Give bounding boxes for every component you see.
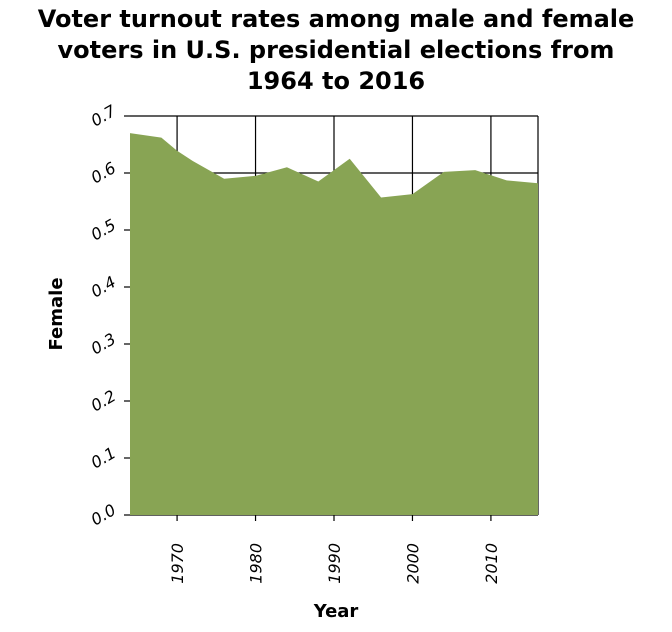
y-axis-title: Female <box>46 277 67 350</box>
x-tick-label: 1990 <box>325 543 344 584</box>
area-series-female <box>130 133 538 515</box>
chart-title-line-1: Voter turnout rates among male and femal… <box>37 5 635 33</box>
x-tick-label: 1970 <box>168 543 187 584</box>
chart-title-line-3: 1964 to 2016 <box>246 67 426 95</box>
y-tick-label: 0.6 <box>88 158 120 187</box>
y-tick-label: 0.2 <box>88 386 120 415</box>
chart-title-line-2: voters in U.S. presidential elections fr… <box>57 36 615 64</box>
x-tick-label: 2000 <box>403 543 422 584</box>
area-layer <box>130 133 538 515</box>
y-tick-label: 0.5 <box>88 215 120 244</box>
x-tick-label: 2010 <box>482 543 501 584</box>
x-tick-label: 1980 <box>247 543 266 584</box>
y-tick-label: 0.7 <box>88 101 120 131</box>
y-tick-label: 0.3 <box>88 329 120 358</box>
chart-title: Voter turnout rates among male and femal… <box>0 4 672 97</box>
y-tick-label: 0.4 <box>88 272 120 301</box>
y-tick-label: 0.0 <box>88 500 120 529</box>
y-tick-label: 0.1 <box>88 443 120 472</box>
x-axis-title: Year <box>313 601 359 622</box>
